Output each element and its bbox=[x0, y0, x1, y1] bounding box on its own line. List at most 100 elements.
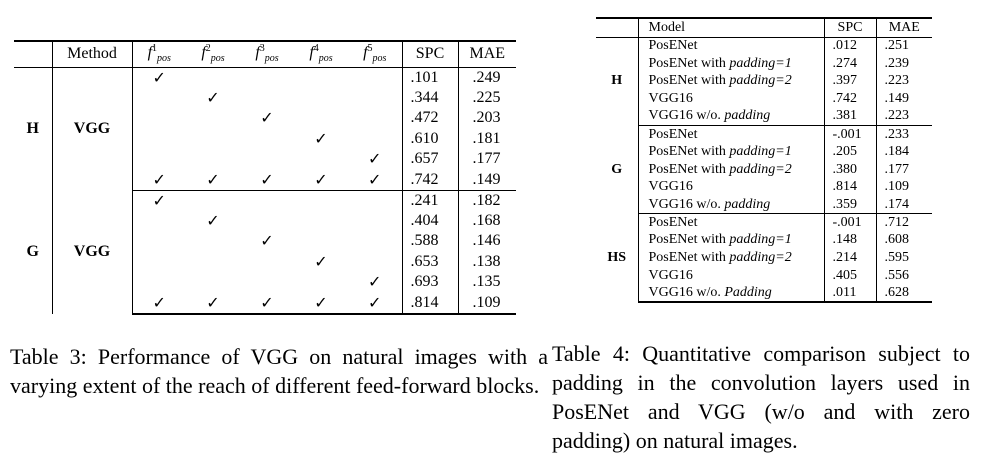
padding-label: padding bbox=[724, 108, 771, 124]
check-cell: ✓ bbox=[348, 292, 403, 315]
model-cell: PosENet bbox=[638, 125, 825, 144]
mae-value: .608 bbox=[884, 232, 910, 248]
model-name: PosENet with bbox=[648, 143, 730, 159]
header-group-cell bbox=[14, 40, 53, 68]
check-cell bbox=[348, 108, 403, 129]
check-cell: ✓ bbox=[240, 169, 294, 191]
spc-value: .814 bbox=[824, 178, 877, 197]
check-cell: ✓ bbox=[294, 292, 348, 315]
check-cell bbox=[132, 231, 186, 252]
check-cell bbox=[294, 190, 348, 211]
check-cell bbox=[186, 129, 240, 150]
spc-value: .693 bbox=[402, 272, 459, 293]
spc-value: .344 bbox=[402, 87, 459, 108]
mae-value: .177 bbox=[884, 161, 910, 177]
table-4: Model SPC MAE H PosENet .012 .251 PosENet wi… bbox=[596, 17, 932, 304]
spc-value: .742 bbox=[824, 90, 877, 108]
header-f1: f1pos bbox=[132, 40, 186, 68]
model-name: PosENet with bbox=[648, 73, 730, 89]
table-row: PosENet with padding=2.380.177 bbox=[596, 160, 932, 179]
mae-value: .223 bbox=[884, 73, 910, 89]
mae-value: .149 bbox=[458, 169, 516, 191]
checkmark-icon: ✓ bbox=[368, 294, 382, 312]
group-label: H bbox=[596, 37, 639, 126]
check-cell: ✓ bbox=[132, 67, 186, 88]
mae-value: .168 bbox=[472, 211, 501, 229]
model-cell: PosENet with padding=1 bbox=[638, 231, 825, 250]
check-cell: ✓ bbox=[186, 169, 240, 191]
header-mae: MAE bbox=[458, 40, 516, 68]
check-cell bbox=[240, 129, 294, 150]
model-cell: PosENet with padding=2 bbox=[638, 249, 825, 267]
method-cell: VGG bbox=[52, 190, 133, 314]
check-cell: ✓ bbox=[186, 292, 240, 315]
checkmark-icon: ✓ bbox=[368, 151, 382, 169]
check-cell bbox=[186, 149, 240, 170]
table-4-header-row: Model SPC MAE bbox=[596, 17, 932, 38]
checkmark-icon: ✓ bbox=[206, 294, 220, 312]
mae-value: .109 bbox=[458, 292, 516, 315]
mae-value: .225 bbox=[472, 88, 501, 106]
table-row: PosENet with padding=1.148.608 bbox=[596, 231, 932, 250]
table-row: ✓ .344 .225 bbox=[14, 87, 516, 109]
mae-value: .174 bbox=[876, 196, 932, 215]
table-3-caption: Table 3: Performance of VGG on natural i… bbox=[10, 344, 548, 398]
checkmark-icon: ✓ bbox=[152, 192, 166, 210]
check-cell bbox=[132, 252, 186, 273]
mae-value: .556 bbox=[884, 267, 910, 283]
check-cell bbox=[348, 210, 403, 231]
table-row: VGG16 .814 .109 bbox=[596, 178, 932, 197]
spc-value: .588 bbox=[402, 231, 459, 252]
checkmark-icon: ✓ bbox=[260, 233, 274, 251]
spc-value: .205 bbox=[824, 143, 877, 161]
table-row: ✓ .610 .181 bbox=[14, 128, 516, 150]
checkmark-icon: ✓ bbox=[152, 294, 166, 312]
model-cell: PosENet with padding=1 bbox=[638, 54, 825, 73]
model-name: PosENet with bbox=[648, 250, 730, 266]
padding-label: padding=2 bbox=[729, 250, 792, 266]
method-cell: VGG bbox=[52, 67, 133, 190]
spc-value: -.001 bbox=[824, 213, 877, 232]
check-cell bbox=[294, 67, 348, 88]
group-label: H bbox=[14, 67, 53, 190]
spc-value: .241 bbox=[402, 190, 459, 211]
check-cell bbox=[348, 251, 403, 272]
check-cell: ✓ bbox=[294, 129, 348, 150]
table-row: ✓ .693 .135 bbox=[14, 272, 516, 293]
check-cell bbox=[294, 211, 348, 232]
mae-value: .249 bbox=[472, 68, 501, 86]
check-cell bbox=[132, 149, 186, 170]
check-cell: ✓ bbox=[186, 211, 240, 232]
spc-value: .657 bbox=[402, 149, 459, 170]
check-cell bbox=[132, 211, 186, 232]
model-name: VGG16 bbox=[648, 267, 693, 283]
check-cell bbox=[186, 252, 240, 273]
table-3-header-row: Method f1pos f2pos f3pos f4pos f5pos SPC… bbox=[14, 40, 516, 68]
header-group-cell bbox=[596, 17, 639, 38]
checkmark-icon: ✓ bbox=[152, 69, 166, 87]
table-row: ✓ .404 .168 bbox=[14, 210, 516, 232]
mae-value: .251 bbox=[884, 38, 910, 54]
check-cell bbox=[294, 88, 348, 109]
table-row: VGG16 w/o. Padding .011.628 bbox=[596, 284, 932, 304]
table-row: VGG16 .742 .149 bbox=[596, 90, 932, 108]
check-cell bbox=[132, 108, 186, 129]
header-f5: f5pos bbox=[348, 40, 403, 68]
model-cell: VGG16 w/o. Padding bbox=[638, 284, 825, 304]
table-row: HS PosENet -.001 .712 bbox=[596, 213, 932, 303]
model-cell: VGG16 w/o. padding bbox=[638, 107, 825, 126]
check-cell: ✓ bbox=[132, 169, 186, 191]
check-cell bbox=[240, 211, 294, 232]
check-cell bbox=[186, 272, 240, 293]
checkmark-icon: ✓ bbox=[314, 253, 328, 271]
table-row: ✓ .657 .177 bbox=[14, 149, 516, 170]
check-cell: ✓ bbox=[132, 190, 186, 211]
spc-value: .011 bbox=[824, 284, 877, 304]
model-name: PosENet bbox=[648, 38, 698, 54]
table-4-body: H PosENet .012.251 PosENet with padding=1.2… bbox=[596, 37, 932, 304]
checkmark-icon: ✓ bbox=[368, 274, 382, 292]
check-cell bbox=[240, 272, 294, 293]
mae-value: .233 bbox=[884, 126, 910, 142]
table-row: ✓ .653 .138 bbox=[14, 251, 516, 273]
model-cell: PosENet with padding=2 bbox=[638, 160, 825, 179]
